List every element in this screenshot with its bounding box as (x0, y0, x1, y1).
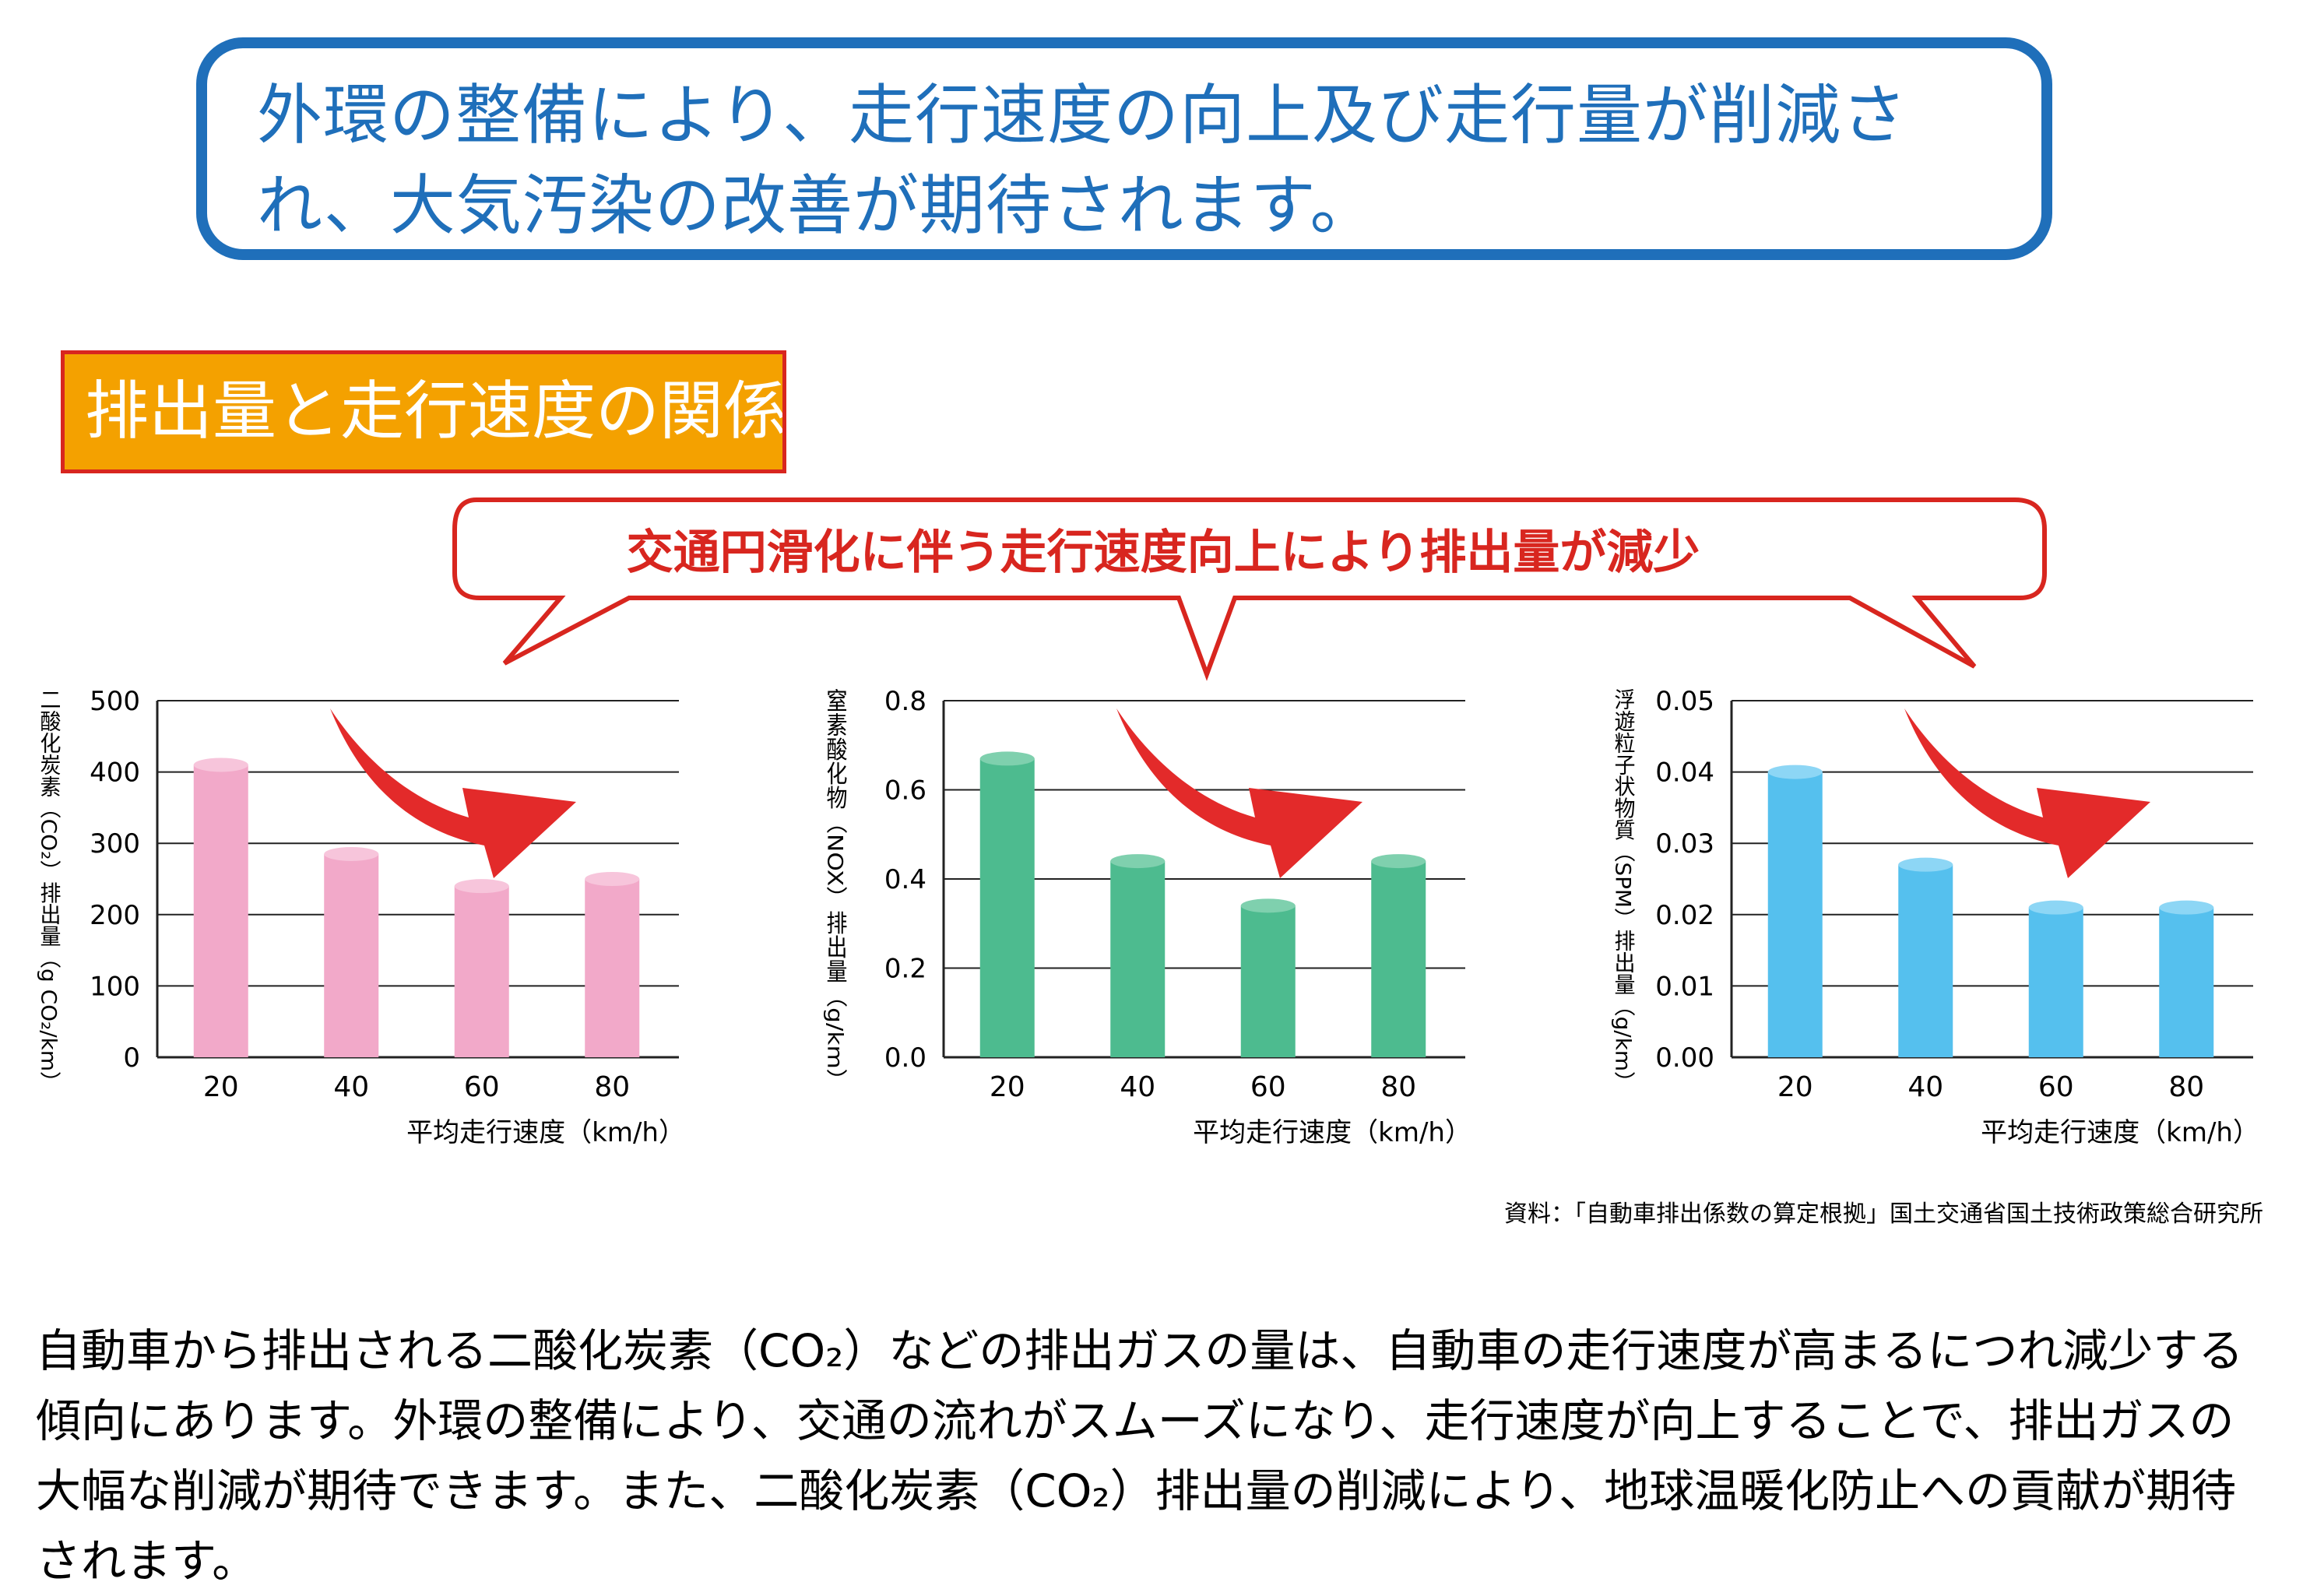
y-tick-label: 0.8 (884, 686, 926, 717)
headline-text: 外環の整備により、走行速度の向上及び走行量が削減され、大気汚染の改善が期待されま… (257, 77, 1907, 244)
bar (454, 886, 509, 1057)
bar (2028, 907, 2083, 1057)
trend-arrow-icon (1116, 708, 1362, 878)
y-tick-label: 0.05 (1655, 686, 1714, 717)
bar (979, 758, 1035, 1057)
headline-box (196, 37, 2052, 260)
x-tick-label: 60 (2038, 1071, 2074, 1103)
bar-cap (2159, 900, 2214, 915)
y-tick-label: 0.00 (1655, 1042, 1714, 1074)
bar-cap (1767, 765, 1823, 779)
chart-spm: 0.00 0.01 0.02 0.03 0.04 0.05 20 40 60 80 平均走行速度（k… (1611, 686, 2260, 1148)
y-tick-label: 0.01 (1655, 971, 1714, 1002)
bar-cap (454, 879, 509, 894)
y-tick-label: 300 (90, 828, 140, 860)
y-tick-label: 500 (90, 686, 140, 717)
y-tick-label: 200 (90, 900, 140, 931)
chart-co2: 0 100 200 300 400 500 20 40 60 80 平均走行速度（km/h） 二酸化炭… (37, 686, 686, 1148)
bar (1240, 905, 1296, 1057)
source-note: 資料：「自動車排出係数の算定根拠」国土交通省国土技術政策総合研究所 (1504, 1201, 2263, 1228)
x-tick-label: 20 (990, 1071, 1025, 1103)
bar-cap (2028, 900, 2083, 915)
y-tick-label: 400 (90, 758, 140, 789)
bar-cap (1898, 857, 1953, 872)
x-tick-label: 40 (333, 1071, 369, 1103)
callout-text: 交通円滑化に伴う走行速度向上により排出量が減少 (626, 526, 1700, 580)
bar-cap (1240, 898, 1296, 913)
section-label: 排出量と走行速度の関係 (61, 350, 786, 473)
y-tick-label: 0.02 (1655, 900, 1714, 931)
bar (193, 765, 248, 1057)
callout-bubble (452, 497, 2047, 681)
y-tick-label: 0.03 (1655, 828, 1714, 860)
bar (1110, 861, 1166, 1057)
bar-cap (324, 846, 379, 861)
y-tick-label: 0 (123, 1042, 140, 1074)
x-tick-label: 20 (203, 1071, 239, 1103)
x-tick-label: 80 (1380, 1071, 1416, 1103)
bar (324, 853, 379, 1057)
bar-cap (585, 872, 640, 886)
x-tick-label: 80 (594, 1071, 630, 1103)
y-tick-label: 0.04 (1655, 758, 1714, 789)
chart-nox: 0.0 0.2 0.4 0.6 0.8 20 40 60 80 平均走行速度（km/h） 窒素酸化物… (823, 686, 1472, 1148)
x-tick-label: 20 (1777, 1071, 1813, 1103)
y-tick-label: 0.6 (884, 775, 926, 807)
x-axis-label: 平均走行速度（km/h） (1193, 1117, 1471, 1148)
bar (1898, 864, 1953, 1057)
bar (1371, 861, 1426, 1057)
bar-cap (979, 751, 1035, 766)
x-tick-label: 60 (1250, 1071, 1286, 1103)
y-tick-label: 0.2 (884, 954, 926, 985)
x-tick-label: 80 (2168, 1071, 2204, 1103)
bar-cap (1110, 854, 1166, 869)
x-tick-label: 40 (1120, 1071, 1155, 1103)
y-axis-label: 窒素酸化物（NOX）排出量（g/km） (823, 688, 848, 1093)
callout-bubble-outline (452, 497, 2047, 681)
bar (1767, 772, 1823, 1057)
y-tick-label: 0.4 (884, 864, 926, 895)
bar (585, 879, 640, 1057)
x-tick-label: 60 (464, 1071, 500, 1103)
y-tick-label: 100 (90, 971, 140, 1002)
bar (2159, 907, 2214, 1057)
y-axis-label: 二酸化炭素（CO₂）排出量（g CO₂/km） (37, 688, 62, 1093)
x-axis-label: 平均走行速度（km/h） (1981, 1117, 2259, 1148)
x-tick-label: 40 (1907, 1071, 1943, 1103)
y-axis-label: 浮遊粒子状物質（SPM）排出量（g/km） (1611, 688, 1636, 1093)
body-paragraph: 自動車から排出される二酸化炭素（CO₂）などの排出ガスの量は、自動車の走行速度が… (36, 1324, 2244, 1587)
bar-cap (1371, 854, 1426, 869)
bar-cap (193, 758, 248, 772)
y-tick-label: 0.0 (884, 1042, 926, 1074)
trend-arrow-icon (330, 708, 576, 878)
x-axis-label: 平均走行速度（km/h） (406, 1117, 685, 1148)
trend-arrow-icon (1904, 708, 2150, 878)
